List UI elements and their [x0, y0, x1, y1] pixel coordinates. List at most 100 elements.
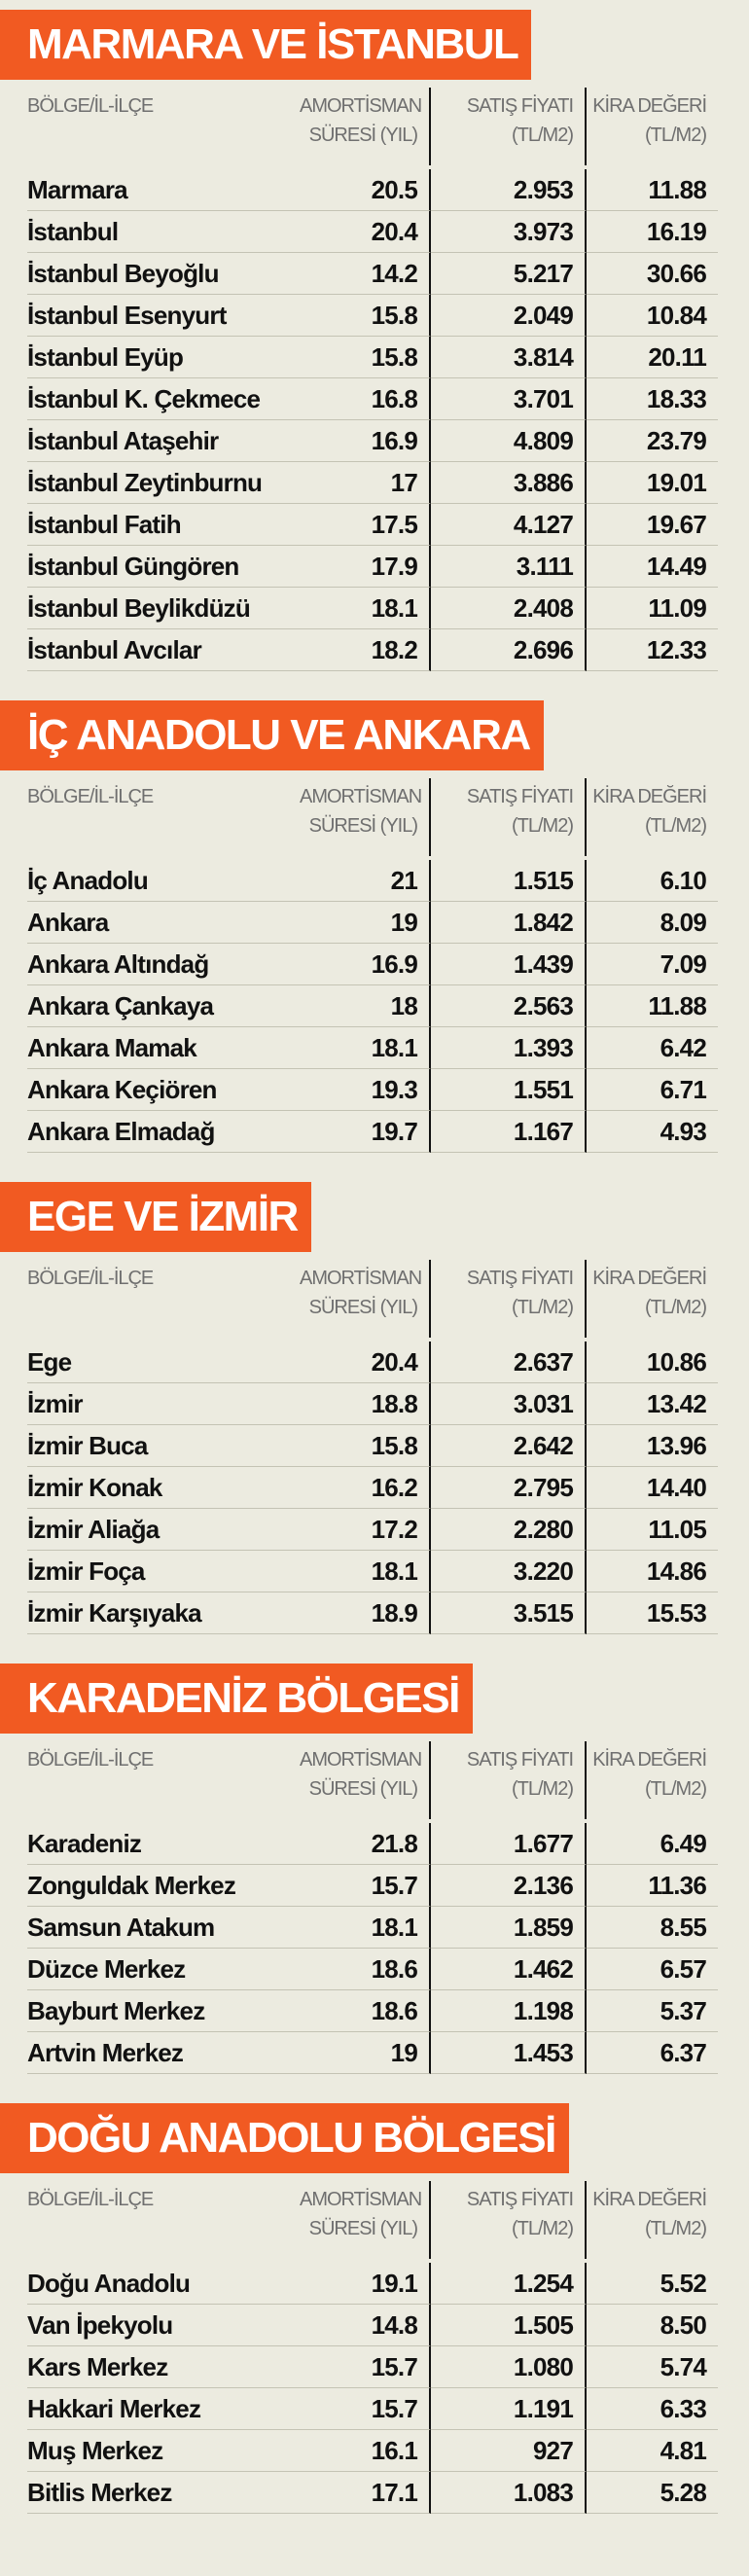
table-value: 8.50 — [587, 2305, 718, 2346]
region-name: Samsun Atakum — [27, 1907, 300, 1949]
table-value: 11.88 — [587, 169, 718, 211]
table-value: 2.280 — [431, 1509, 587, 1551]
table-value: 3.886 — [431, 462, 587, 504]
region-name: İç Anadolu — [27, 860, 300, 902]
header-line: (TL/M2) — [645, 1297, 707, 1318]
header-line: BÖLGE/İL-İLÇE — [27, 2189, 154, 2210]
table-value: 15.8 — [300, 337, 431, 378]
table-value: 16.2 — [300, 1467, 431, 1509]
region-name: Marmara — [27, 169, 300, 211]
table-value: 20.4 — [300, 211, 431, 253]
table-value: 8.55 — [587, 1907, 718, 1949]
column-header: AMORTİSMAN SÜRESİ (YIL) — [300, 88, 431, 165]
table-value: 1.462 — [431, 1949, 587, 1990]
header-line: KİRA DEĞERİ — [592, 786, 707, 807]
region-name: Kars Merkez — [27, 2346, 300, 2388]
header-line: BÖLGE/İL-İLÇE — [27, 1749, 154, 1771]
table-value: 3.111 — [431, 546, 587, 588]
table-value: 19.3 — [300, 1069, 431, 1111]
table-value: 16.1 — [300, 2430, 431, 2472]
region-name: İstanbul Fatih — [27, 504, 300, 546]
column-header: SATIŞ FİYATI (TL/M2) — [431, 88, 587, 165]
header-line: (TL/M2) — [645, 815, 707, 837]
table-value: 18.2 — [300, 629, 431, 671]
column-header: KİRA DEĞERİ (TL/M2) — [587, 1741, 718, 1819]
region-name: Ankara Altındağ — [27, 944, 300, 985]
header-line: KİRA DEĞERİ — [592, 95, 707, 117]
header-line: (TL/M2) — [512, 1297, 574, 1318]
table-value: 1.551 — [431, 1069, 587, 1111]
table-value: 15.7 — [300, 2346, 431, 2388]
header-line: KİRA DEĞERİ — [592, 1749, 707, 1771]
table-value: 1.080 — [431, 2346, 587, 2388]
region-name: İzmir Buca — [27, 1425, 300, 1467]
table-value: 4.93 — [587, 1111, 718, 1153]
section-title: MARMARA VE İSTANBUL — [0, 10, 532, 80]
column-header: BÖLGE/İL-İLÇE — [27, 1260, 300, 1338]
data-table: BÖLGE/İL-İLÇE AMORTİSMAN SÜRESİ (YIL) SATIŞ… — [27, 2181, 749, 2514]
table-value: 7.09 — [587, 944, 718, 985]
data-table: BÖLGE/İL-İLÇE AMORTİSMAN SÜRESİ (YIL) SATIŞ… — [27, 1741, 749, 2074]
table-value: 11.36 — [587, 1865, 718, 1907]
region-name: Ankara Mamak — [27, 1027, 300, 1069]
header-line: KİRA DEĞERİ — [592, 2189, 707, 2210]
data-table: BÖLGE/İL-İLÇE AMORTİSMAN SÜRESİ (YIL) SATIŞ… — [27, 778, 749, 1153]
table-value: 1.677 — [431, 1823, 587, 1865]
header-line: (TL/M2) — [645, 1778, 707, 1800]
table-value: 3.031 — [431, 1383, 587, 1425]
table-value: 6.71 — [587, 1069, 718, 1111]
header-line: BÖLGE/İL-İLÇE — [27, 95, 154, 117]
table-value: 14.2 — [300, 253, 431, 295]
data-table: BÖLGE/İL-İLÇE AMORTİSMAN SÜRESİ (YIL) SATIŞ… — [27, 88, 749, 671]
column-header: BÖLGE/İL-İLÇE — [27, 778, 300, 856]
header-line: SATIŞ FİYATI — [466, 1749, 574, 1771]
header-line: SÜRESİ (YIL) — [308, 1778, 418, 1800]
header-line: (TL/M2) — [512, 1778, 574, 1800]
region-name: Doğu Anadolu — [27, 2263, 300, 2305]
region-name: İstanbul — [27, 211, 300, 253]
table-value: 14.8 — [300, 2305, 431, 2346]
table-value: 1.167 — [431, 1111, 587, 1153]
table-value: 1.393 — [431, 1027, 587, 1069]
header-line: AMORTİSMAN — [300, 2189, 422, 2210]
header-line: (TL/M2) — [512, 2218, 574, 2239]
table-value: 6.49 — [587, 1823, 718, 1865]
table-value: 16.9 — [300, 420, 431, 462]
header-line: SÜRESİ (YIL) — [308, 1297, 418, 1318]
table-value: 19.67 — [587, 504, 718, 546]
table-value: 18.1 — [300, 1551, 431, 1592]
region-name: İstanbul Beyoğlu — [27, 253, 300, 295]
column-header: SATIŞ FİYATI (TL/M2) — [431, 1260, 587, 1338]
table-value: 17 — [300, 462, 431, 504]
table-value: 1.439 — [431, 944, 587, 985]
column-header: SATIŞ FİYATI (TL/M2) — [431, 1741, 587, 1819]
table-value: 13.42 — [587, 1383, 718, 1425]
column-header: AMORTİSMAN SÜRESİ (YIL) — [300, 778, 431, 856]
table-value: 11.05 — [587, 1509, 718, 1551]
table-value: 1.453 — [431, 2032, 587, 2074]
table-value: 5.74 — [587, 2346, 718, 2388]
table-value: 17.9 — [300, 546, 431, 588]
table-value: 4.127 — [431, 504, 587, 546]
region-name: Ege — [27, 1342, 300, 1383]
table-value: 13.96 — [587, 1425, 718, 1467]
table-value: 3.814 — [431, 337, 587, 378]
table-value: 19.7 — [300, 1111, 431, 1153]
table-value: 18.8 — [300, 1383, 431, 1425]
table-value: 18.33 — [587, 378, 718, 420]
table-value: 18.1 — [300, 1907, 431, 1949]
region-name: İzmir Aliağa — [27, 1509, 300, 1551]
table-value: 5.52 — [587, 2263, 718, 2305]
region-name: İstanbul Güngören — [27, 546, 300, 588]
table-value: 6.33 — [587, 2388, 718, 2430]
region-name: İzmir Foça — [27, 1551, 300, 1592]
section-title: EGE VE İZMİR — [0, 1182, 311, 1252]
table-value: 18.9 — [300, 1592, 431, 1634]
table-section: KARADENİZ BÖLGESİ BÖLGE/İL-İLÇE AMORTİSMAN… — [0, 1664, 749, 2103]
table-value: 20.5 — [300, 169, 431, 211]
region-name: İstanbul Avcılar — [27, 629, 300, 671]
table-value: 16.19 — [587, 211, 718, 253]
table-value: 15.7 — [300, 1865, 431, 1907]
